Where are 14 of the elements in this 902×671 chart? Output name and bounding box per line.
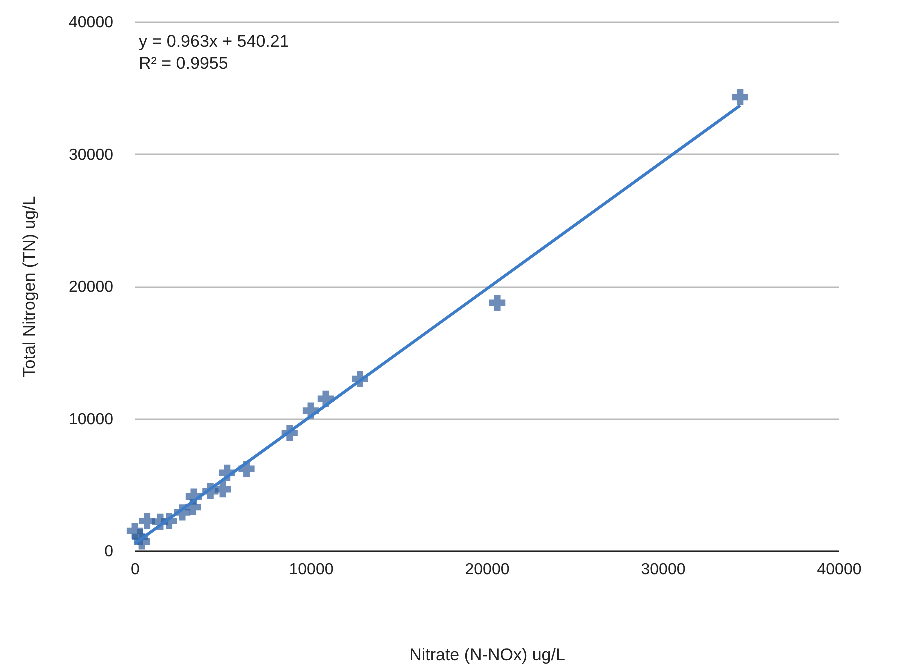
x-tick-label: 10000	[289, 562, 334, 578]
x-tick-label: 0	[131, 562, 140, 578]
annotation: R² = 0.9955	[139, 54, 228, 73]
annotation: y = 0.963x + 540.21	[139, 32, 290, 51]
x-axis-title: Nitrate (N-NOx) ug/L	[410, 646, 566, 664]
x-tick-label: 30000	[641, 562, 686, 578]
y-axis-title: Total Nitrogen (TN) ug/L	[20, 196, 40, 378]
y-tick-label: 40000	[69, 14, 114, 32]
y-tick-label: 30000	[69, 146, 114, 164]
x-tick-label: 40000	[817, 562, 862, 578]
x-tick-label: 20000	[465, 562, 510, 578]
y-tick-label: 10000	[69, 411, 114, 428]
y-tick-label: 20000	[69, 279, 114, 296]
y-tick-label: 0	[104, 544, 114, 560]
